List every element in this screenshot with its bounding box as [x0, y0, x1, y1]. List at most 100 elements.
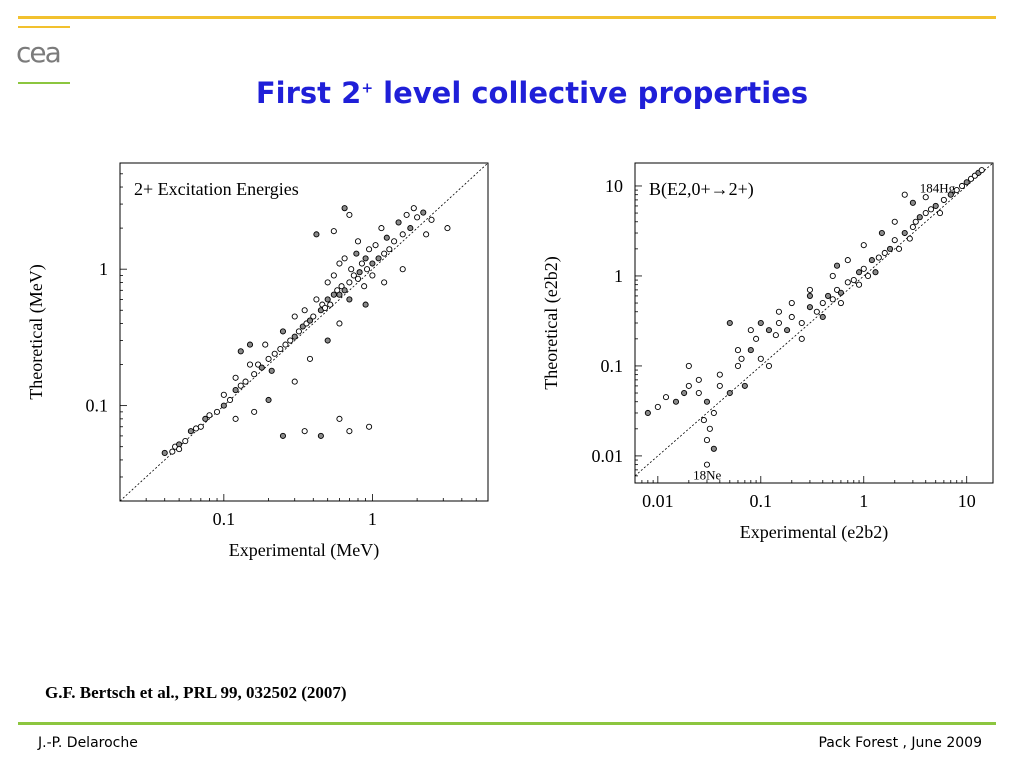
title-rest: level collective properties [373, 76, 809, 110]
data-point [187, 428, 194, 435]
data-point [232, 415, 239, 422]
data-point [242, 378, 249, 385]
data-point [855, 269, 863, 276]
data-point [864, 272, 872, 280]
data-point [291, 333, 298, 340]
data-point [895, 245, 903, 252]
data-point [909, 199, 916, 206]
cea-logo: cea [16, 36, 62, 69]
footer-event: Pack Forest , June 2009 [818, 735, 982, 751]
data-point [161, 449, 168, 456]
data-point [734, 362, 742, 369]
data-point [246, 361, 254, 368]
data-point [268, 367, 275, 374]
data-point [798, 319, 805, 327]
data-point [169, 448, 176, 455]
data-point [700, 417, 707, 424]
data-point [936, 210, 944, 217]
data-point [940, 196, 947, 203]
data-point [366, 423, 373, 430]
data-point [295, 328, 302, 335]
data-point [734, 347, 742, 354]
data-point [860, 265, 867, 272]
data-point [358, 260, 365, 267]
x-tick-label: 0.1 [213, 509, 236, 529]
data-point [381, 279, 388, 286]
data-point [356, 269, 363, 276]
data-point [775, 308, 782, 315]
data-point [363, 266, 371, 273]
data-point [872, 269, 879, 276]
data-point [306, 355, 314, 362]
data-point [967, 175, 975, 182]
data-point [369, 272, 376, 279]
data-point [738, 355, 745, 362]
data-point [336, 260, 343, 267]
data-point [366, 246, 373, 253]
data-point [662, 394, 670, 401]
data-point [726, 389, 733, 397]
data-point [757, 319, 764, 327]
x-tick-label: 1 [368, 509, 377, 529]
data-point [706, 425, 713, 432]
data-point [891, 237, 898, 244]
data-point [399, 266, 406, 273]
data-point [906, 235, 913, 242]
data-point [291, 313, 298, 320]
data-point [444, 225, 451, 232]
data-point [765, 327, 773, 334]
data-point [246, 341, 254, 348]
data-point [182, 438, 189, 445]
diagonal-line [119, 162, 489, 502]
be2-transition-chart: 0.01 0.1 1 10 0.01 0.1 1 10 Experimental (e2b2) T… [541, 162, 994, 543]
data-point [414, 214, 421, 221]
data-point [916, 214, 923, 221]
data-point [891, 218, 898, 225]
data-point [176, 446, 183, 453]
data-point [909, 223, 916, 231]
data-point [806, 304, 813, 311]
point-annotation: 184Hg [920, 180, 956, 195]
footer-author: J.-P. Delaroche [38, 735, 138, 751]
data-point [806, 292, 813, 299]
data-point [301, 428, 308, 435]
data-point [681, 389, 688, 397]
data-point [753, 335, 760, 342]
logo-bar-top [18, 26, 70, 28]
data-point [369, 260, 376, 267]
x-axis-label: Experimental (e2b2) [740, 522, 888, 543]
data-point [232, 374, 239, 381]
data-point [313, 231, 320, 238]
data-point [978, 167, 985, 174]
data-point [710, 445, 717, 452]
data-point [806, 286, 813, 293]
data-point [341, 255, 348, 262]
data-point [850, 277, 857, 284]
data-point [324, 296, 331, 303]
data-point [341, 287, 348, 294]
data-point [672, 398, 680, 405]
data-point [265, 355, 272, 362]
data-point [819, 299, 826, 307]
data-point [922, 210, 929, 217]
data-point [383, 234, 390, 241]
data-point [362, 301, 369, 308]
data-point [279, 328, 287, 335]
data-point [310, 313, 317, 320]
data-point [237, 348, 244, 355]
data-point [837, 299, 844, 307]
data-point [386, 246, 393, 253]
data-point [695, 389, 702, 397]
data-point [346, 428, 353, 435]
y-axis-label: Theoretical (MeV) [26, 264, 47, 399]
y-tick-label: 1 [614, 266, 623, 286]
data-point [336, 291, 343, 298]
data-point [324, 337, 331, 344]
data-point [361, 283, 368, 290]
data-point [716, 371, 723, 378]
data-point [703, 398, 711, 405]
x-tick-label: 0.01 [642, 491, 674, 511]
data-point [362, 255, 369, 262]
data-point [757, 355, 764, 362]
data-point [271, 350, 278, 357]
